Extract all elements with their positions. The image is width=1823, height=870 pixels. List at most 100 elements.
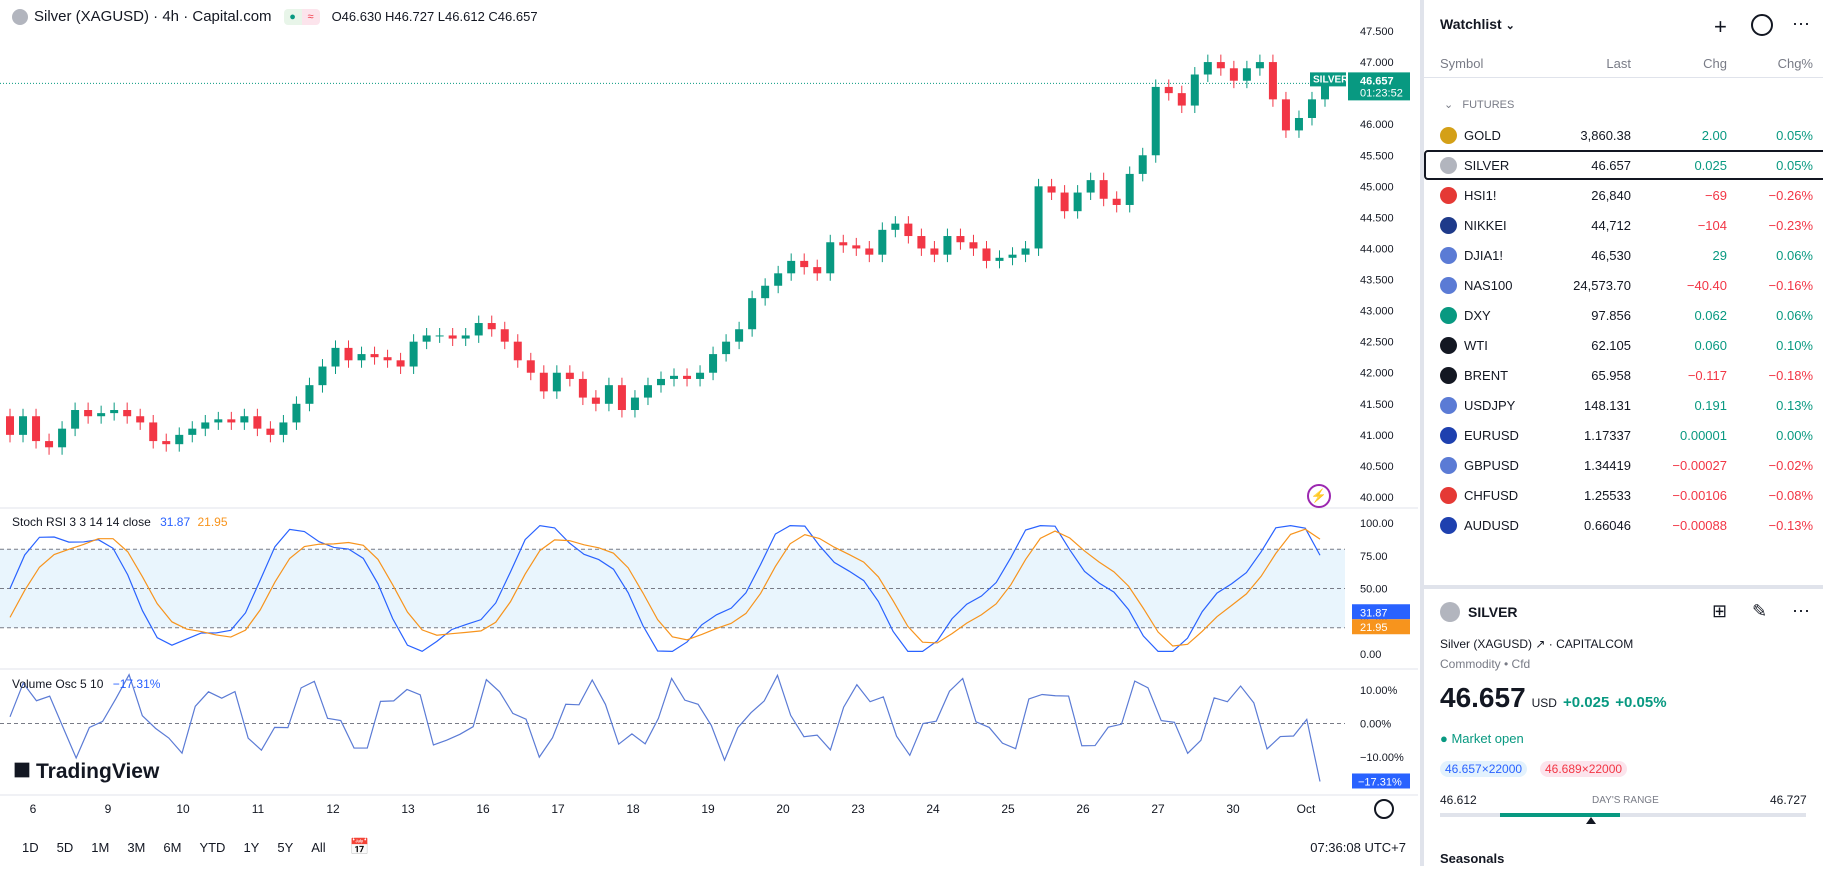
change: 2.00	[1701, 128, 1727, 143]
time-tick-label: 11	[252, 802, 265, 816]
change-pct: 0.05%	[1776, 158, 1813, 173]
detail-symbol[interactable]: SILVER	[1468, 604, 1518, 620]
candle-body	[1086, 180, 1095, 193]
candle-body	[188, 428, 197, 435]
lightning-icon[interactable]: ⚡	[1307, 484, 1331, 508]
watchlist-row-gbpusd[interactable]: GBPUSD 1.34419 −0.00027 −0.02%	[1424, 450, 1823, 480]
candle-body	[344, 347, 353, 361]
chart-canvas[interactable]: 47.50047.00046.50046.00045.50045.00044.5…	[0, 0, 1418, 824]
timeframe-1y[interactable]: 1Y	[243, 839, 260, 855]
bid-badge: 46.657×22000	[1440, 761, 1528, 777]
candle-body	[84, 410, 93, 417]
candle-body	[800, 260, 809, 268]
more-icon[interactable]: ⋯	[1792, 601, 1810, 621]
candle-body	[1112, 198, 1121, 205]
last-price: 46,530	[1591, 248, 1631, 263]
last-price: 1.25533	[1584, 488, 1631, 503]
external-link-icon[interactable]: ↗	[1535, 637, 1546, 651]
watchlist-row-nas100[interactable]: NAS100 24,573.70 −40.40 −0.16%	[1424, 270, 1823, 300]
candle-body	[722, 341, 731, 355]
price-tick-label: 40.500	[1360, 461, 1394, 473]
chart-title[interactable]: Silver (XAGUSD) · 4h · Capital.com	[34, 8, 272, 25]
candle-body	[1321, 83, 1329, 100]
silver-symbol-icon	[1440, 602, 1460, 622]
candle-body	[500, 329, 509, 342]
candle-body	[1203, 62, 1212, 75]
timeframe-1m[interactable]: 1M	[91, 839, 110, 855]
watchlist-row-nikkei[interactable]: NIKKEI 44,712 −104 −0.23%	[1424, 210, 1823, 240]
advanced-view-icon[interactable]	[1751, 14, 1773, 36]
timeframe-5d[interactable]: 5D	[56, 839, 74, 855]
candle-body	[995, 257, 1004, 261]
watchlist-row-djia1[interactable]: DJIA1! 46,530 29 0.06%	[1424, 240, 1823, 270]
candle-body	[1099, 180, 1108, 199]
time-tick-label: 17	[551, 802, 565, 816]
timeframe-6m[interactable]: 6M	[163, 839, 182, 855]
clock[interactable]: 07:36:08 UTC+7	[1310, 839, 1406, 855]
change: 0.060	[1694, 338, 1727, 353]
time-tick-label: 25	[1001, 802, 1015, 816]
watchlist-row-chfusd[interactable]: CHFUSD 1.25533 −0.00106 −0.08%	[1424, 480, 1823, 510]
last-price: 1.17337	[1584, 428, 1631, 443]
candle-body	[1307, 99, 1316, 118]
grid-icon[interactable]: ⊞	[1712, 601, 1728, 621]
section-futures[interactable]: ⌄ FUTURES	[1444, 99, 1515, 111]
watchlist-row-hsi1[interactable]: HSI1! 26,840 −69 −0.26%	[1424, 180, 1823, 210]
tradingview-logo[interactable]: ⯀ TradingView	[14, 760, 159, 784]
price-tick-label: 44.500	[1360, 212, 1394, 224]
change: −0.00027	[1672, 458, 1727, 473]
more-icon[interactable]: ⋯	[1792, 14, 1810, 34]
watchlist-row-usdjpy[interactable]: USDJPY 148.131 0.191 0.13%	[1424, 390, 1823, 420]
change-pct: 0.13%	[1776, 398, 1813, 413]
date-range-icon[interactable]: 📅	[349, 839, 370, 856]
symbol-icon	[1440, 247, 1457, 264]
col-chg[interactable]: Chg	[1703, 56, 1727, 71]
candle-body	[578, 378, 587, 398]
timeframe-1d[interactable]: 1D	[22, 839, 39, 855]
status-pill[interactable]: ● ≈	[283, 8, 320, 25]
chart-header: Silver (XAGUSD) · 4h · Capital.com ● ≈ O…	[12, 8, 538, 25]
col-symbol[interactable]: Symbol	[1440, 56, 1484, 71]
volosc-tag	[1352, 773, 1410, 789]
watchlist-title[interactable]: Watchlist ⌄	[1440, 16, 1515, 32]
watchlist-row-silver[interactable]: SILVER 46.657 0.025 0.05%	[1424, 150, 1823, 180]
timeframe-3m[interactable]: 3M	[127, 839, 146, 855]
detail-full-name[interactable]: Silver (XAGUSD)	[1440, 637, 1533, 651]
watchlist-row-eurusd[interactable]: EURUSD 1.17337 0.00001 0.00%	[1424, 420, 1823, 450]
watchlist-row-audusd[interactable]: AUDUSD 0.66046 −0.00088 −0.13%	[1424, 510, 1823, 540]
detail-price-line: 46.657 USD +0.025 +0.05%	[1440, 682, 1667, 714]
day-range-fill	[1500, 813, 1620, 817]
ask-badge: 46.689×22000	[1540, 761, 1628, 777]
range-label: DAY'S RANGE	[1592, 795, 1659, 806]
current-price-box	[1348, 72, 1410, 101]
watchlist-row-gold[interactable]: GOLD 3,860.38 2.00 0.05%	[1424, 120, 1823, 150]
settings-gear-icon[interactable]	[1374, 799, 1394, 819]
detail-exchange[interactable]: CAPITALCOM	[1556, 637, 1634, 651]
symbol-name: GOLD	[1464, 128, 1501, 143]
price-tick-label: 46.000	[1360, 119, 1394, 131]
candle-body	[982, 248, 991, 261]
last-price: 3,860.38	[1580, 128, 1631, 143]
last-price: 0.66046	[1584, 518, 1631, 533]
symbol-icon	[1440, 367, 1457, 384]
add-symbol-icon[interactable]: +	[1714, 14, 1727, 39]
chart-area[interactable]: 47.50047.00046.50046.00045.50045.00044.5…	[0, 0, 1418, 824]
seasonals-heading[interactable]: Seasonals	[1440, 851, 1505, 866]
candle-body	[761, 285, 770, 299]
col-last[interactable]: Last	[1606, 56, 1631, 71]
timeframe-ytd[interactable]: YTD	[199, 839, 226, 855]
watchlist-row-dxy[interactable]: DXY 97.856 0.062 0.06%	[1424, 300, 1823, 330]
timeframe-5y[interactable]: 5Y	[277, 839, 294, 855]
candle-body	[305, 385, 314, 404]
watchlist-row-wti[interactable]: WTI 62.105 0.060 0.10%	[1424, 330, 1823, 360]
symbol-price-tag	[1310, 72, 1346, 87]
watchlist-row-brent[interactable]: BRENT 65.958 −0.117 −0.18%	[1424, 360, 1823, 390]
edit-note-icon[interactable]: ✎	[1752, 601, 1768, 621]
timeframe-all[interactable]: All	[311, 839, 326, 855]
candle-body	[852, 245, 861, 249]
change: −69	[1704, 188, 1727, 203]
change-pct: −0.26%	[1768, 188, 1813, 203]
candle-body	[162, 441, 171, 445]
col-chgp[interactable]: Chg%	[1777, 56, 1813, 71]
candle-body	[461, 335, 470, 339]
